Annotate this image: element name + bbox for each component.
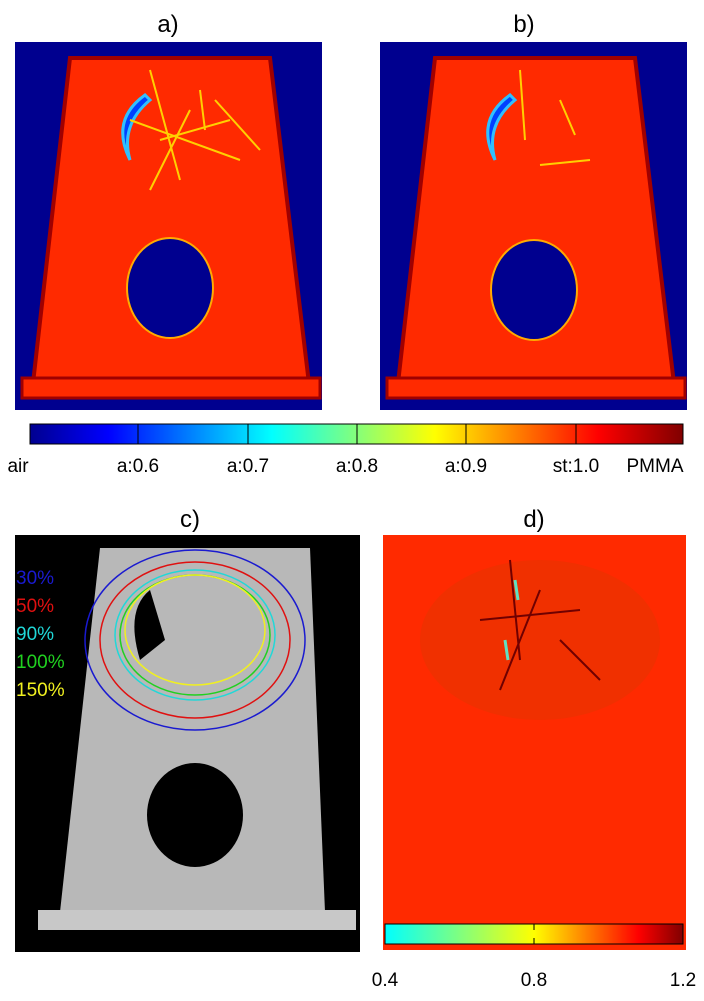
isodose-legend-entry: 100% [16, 652, 65, 673]
panel-b-image [380, 42, 687, 410]
tick-label: 0.4 [372, 970, 399, 991]
isodose-legend-entry: 30% [16, 568, 54, 589]
panel-d-image [383, 535, 686, 950]
panel-c-image [15, 535, 360, 952]
colorbar-dividers [137, 424, 577, 444]
panel-label: c) [180, 506, 200, 533]
tick-label: 1.2 [670, 970, 696, 991]
tick-label: 0.8 [521, 970, 547, 991]
colorbar-label: air [7, 456, 29, 477]
panel-label: a) [157, 11, 178, 38]
colorbar-label: PMMA [627, 456, 684, 477]
panel-a-image [15, 42, 322, 410]
colorbar-label: a:0.9 [445, 456, 487, 477]
colorbar-label: a:0.7 [227, 456, 269, 477]
colorbar-label: a:0.8 [336, 456, 378, 477]
isodose-legend-entry: 90% [16, 624, 54, 645]
colorbar-label: a:0.6 [117, 456, 159, 477]
panel-label: b) [513, 11, 534, 38]
panel-label: d) [523, 506, 544, 533]
isodose-legend-entry: 150% [16, 680, 65, 701]
colorbar-label: st:1.0 [553, 456, 599, 477]
isodose-legend-entry: 50% [16, 596, 54, 617]
